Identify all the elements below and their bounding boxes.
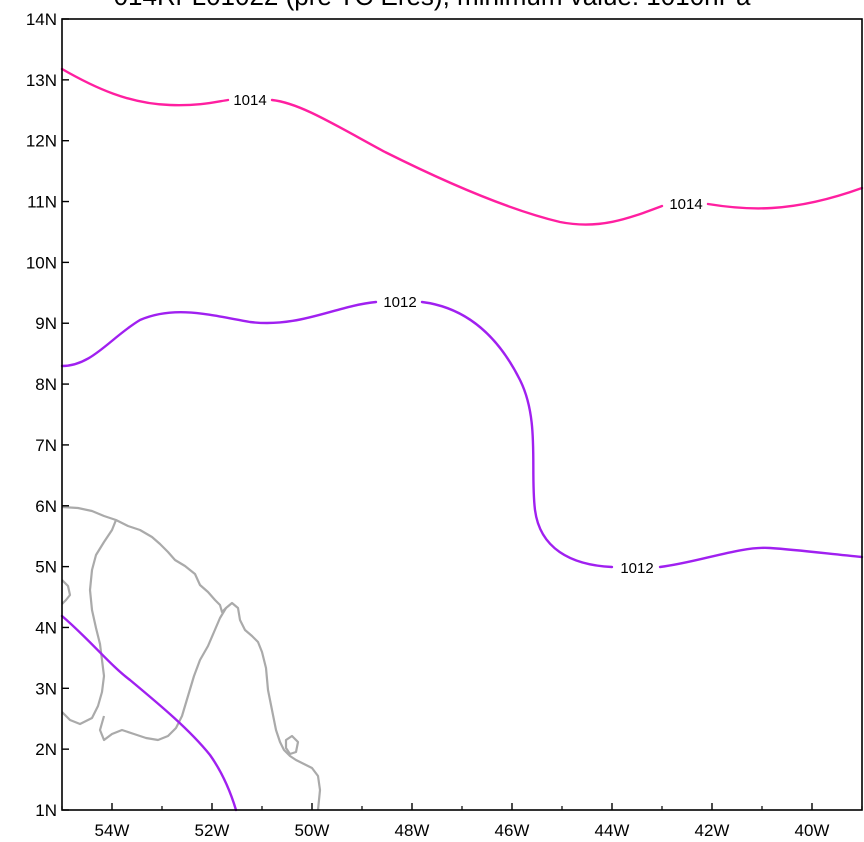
lon-tick-label: 54W bbox=[95, 821, 130, 840]
lat-tick-label: 7N bbox=[35, 436, 57, 455]
lat-tick-label: 1N bbox=[35, 801, 57, 820]
lon-tick-label: 44W bbox=[595, 821, 630, 840]
contour-1014 bbox=[60, 67, 864, 226]
lat-tick-label: 13N bbox=[26, 71, 57, 90]
lat-tick-label: 5N bbox=[35, 558, 57, 577]
lat-tick-label: 10N bbox=[26, 253, 57, 272]
map-frame bbox=[61, 18, 863, 811]
lon-tick-label: 52W bbox=[195, 821, 230, 840]
lat-tick-label: 2N bbox=[35, 740, 57, 759]
lon-tick-label: 50W bbox=[295, 821, 330, 840]
contour-label-1014-a: 1014 bbox=[233, 92, 266, 109]
contour-label-1012-a: 1012 bbox=[383, 294, 416, 311]
lat-tick-label: 4N bbox=[35, 618, 57, 637]
lon-tick-label: 42W bbox=[695, 821, 730, 840]
coastline-loop bbox=[98, 607, 227, 742]
lat-tick-label: 11N bbox=[27, 193, 57, 212]
contours bbox=[60, 67, 864, 812]
lat-tick-label: 12N bbox=[26, 132, 57, 151]
lat-tick-label: 14N bbox=[26, 10, 57, 29]
coastline-main bbox=[61, 505, 322, 811]
coastline-island bbox=[284, 734, 300, 756]
latitude-axis: 1N 2N 3N 4N 5N 6N 7N 8N 9N 10N 11N 12N 13N 14N bbox=[26, 10, 69, 820]
contour-label-1014-b: 1014 bbox=[669, 196, 702, 213]
coastline bbox=[61, 505, 322, 811]
map-title: 014Rr L01022 (pre TC Eres), minimum valu… bbox=[0, 0, 864, 12]
lat-tick-label: 3N bbox=[35, 679, 57, 698]
lon-tick-label: 46W bbox=[495, 821, 530, 840]
contour-label-1012-b: 1012 bbox=[620, 560, 653, 577]
lon-tick-label: 48W bbox=[395, 821, 430, 840]
contour-1012-main bbox=[60, 300, 864, 569]
lat-tick-label: 9N bbox=[35, 314, 57, 333]
lat-tick-label: 8N bbox=[35, 375, 57, 394]
lon-tick-label: 40W bbox=[795, 821, 830, 840]
longitude-axis: 54W 52W 50W 48W 46W 44W 42W 40W bbox=[61, 803, 863, 840]
coastline-west-edge bbox=[61, 579, 72, 605]
coastline-inner bbox=[61, 519, 118, 726]
lat-tick-label: 6N bbox=[35, 497, 57, 516]
contour-1012-lower bbox=[60, 614, 238, 812]
